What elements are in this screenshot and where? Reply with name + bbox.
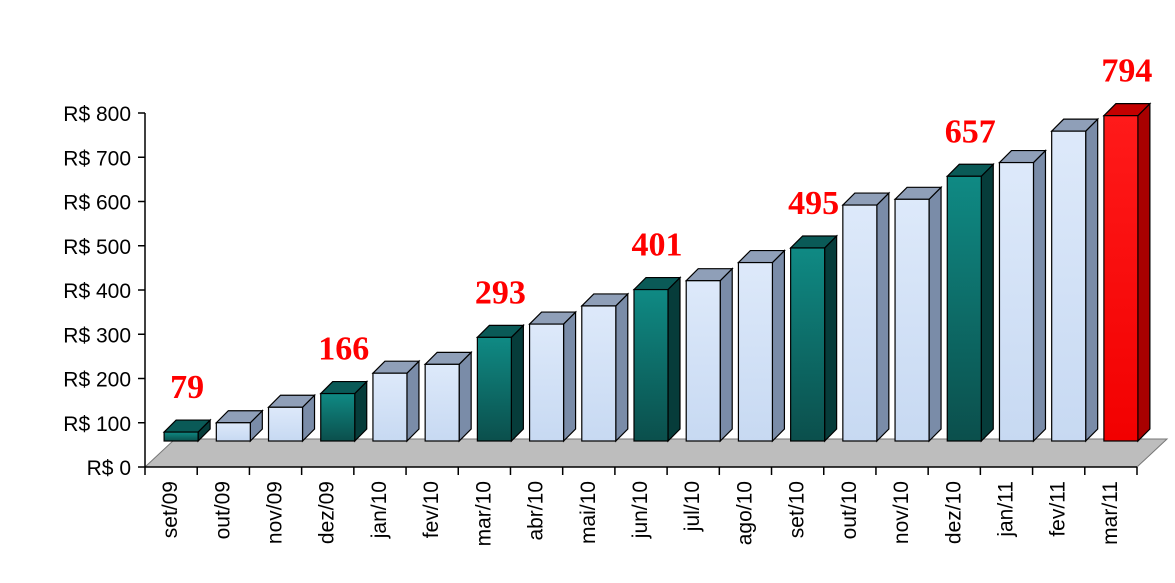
bar [841,191,891,443]
bar-front [998,161,1035,442]
bar [528,310,578,443]
bar-front [946,175,982,442]
bar-front [267,406,304,442]
bar-side [876,191,890,443]
bar-front [215,422,251,442]
x-tick-label: mai/10 [577,481,600,544]
data-label: 794 [1101,53,1152,90]
y-tick-label: R$ 0 [87,457,131,480]
x-tick-label: jan/11 [994,481,1017,538]
y-tick-label: R$ 300 [63,324,131,347]
x-tick-label: nov/09 [264,481,287,544]
x-tick-label: jun/10 [629,481,652,539]
bar-front [1051,130,1087,442]
x-tick-label: nov/10 [890,481,913,544]
bar-side [667,276,681,443]
bar [371,359,421,443]
bar [162,418,212,443]
bar [580,292,630,443]
x-tick-label: fev/11 [1047,481,1070,537]
x-tick-label: ago/10 [733,481,756,545]
bar [214,409,264,443]
bar-side [824,234,838,443]
bar-front [685,280,721,442]
bar-side [1032,149,1047,443]
bar-front [894,198,930,442]
x-tick-label: jan/10 [368,481,391,539]
bar-front [842,204,878,442]
bar [945,162,995,443]
bar-front [320,392,356,442]
bar [1050,117,1100,443]
bar-front [476,336,512,442]
y-tick-label: R$ 200 [63,369,131,392]
bar [632,276,682,443]
bar [736,249,786,443]
bar-side [1137,102,1151,443]
y-tick-label: R$ 400 [63,280,131,303]
y-tick-label: R$ 600 [63,192,131,215]
x-tick-label: mar/10 [472,481,495,546]
bar-side [406,359,420,443]
y-tick-label: R$ 100 [63,413,131,436]
bar-side [980,162,994,443]
bar [998,149,1047,443]
data-label: 657 [945,113,996,150]
bar [684,267,734,443]
x-tick-label: mar/11 [1099,481,1122,545]
bar-side [1085,117,1099,443]
bar-side [928,185,942,443]
x-tick-label: set/09 [159,481,182,538]
x-tick-label: out/09 [211,481,234,539]
bar-front [633,288,669,442]
bar [267,393,316,443]
y-tick-label: R$ 700 [63,147,131,170]
bar-front [528,323,565,442]
bar-side [562,310,577,443]
x-tick-label: set/10 [786,481,809,538]
y-tick-label: R$ 500 [63,236,131,259]
bar-front [163,431,199,442]
chart-floor [143,438,1169,468]
bar [789,234,839,443]
bar-side [458,350,472,443]
bar-side [771,249,786,443]
bar-front [790,247,826,442]
bar-side [615,292,629,443]
bar [893,185,943,443]
data-label: 166 [318,331,369,368]
x-tick-label: fev/10 [420,481,443,538]
bar [1102,102,1152,443]
data-label: 79 [170,369,204,406]
bar-front [737,261,774,442]
data-label: 495 [788,185,839,222]
bar-front [372,372,408,442]
bar-front [1103,115,1139,442]
bar-front [581,305,617,442]
bar [319,380,369,443]
bar [475,323,525,443]
data-label: 293 [475,274,526,311]
x-tick-label: dez/10 [942,481,965,544]
data-label: 401 [632,227,683,264]
y-tick-label: R$ 800 [63,103,131,126]
x-tick-label: jul/10 [681,481,704,532]
bar-front [424,363,460,442]
bar [423,350,473,443]
x-tick-label: abr/10 [525,481,548,541]
x-tick-label: dez/09 [316,481,339,544]
bar-side [510,323,524,443]
bar-side [719,267,733,443]
x-tick-label: out/10 [838,481,861,539]
